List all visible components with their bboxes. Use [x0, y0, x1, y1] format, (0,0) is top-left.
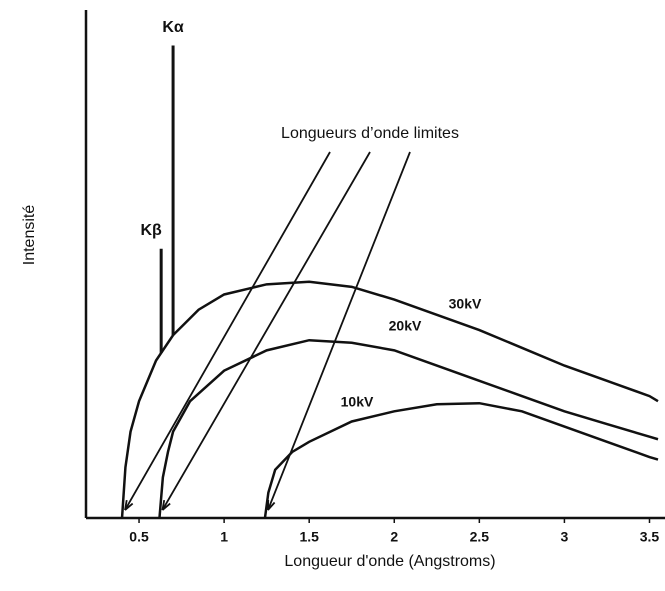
arrow-head: [161, 499, 171, 511]
arrow: [124, 151, 331, 511]
line-series: [263, 401, 659, 519]
series-label: 20kV: [389, 318, 422, 334]
annotation: Longueurs d’onde limites: [281, 125, 459, 142]
arrow: [161, 151, 371, 511]
peak-label: Kα: [162, 19, 184, 36]
x-tick-label: 1.5: [299, 529, 319, 545]
series-label: 30kV: [449, 296, 482, 312]
x-tick-label: 0.5: [129, 529, 149, 545]
y-axis-title: Intensité: [21, 205, 38, 266]
arrow-head: [267, 499, 276, 511]
arrow: [267, 151, 411, 511]
x-axis-title: Longueur d'onde (Angstroms): [284, 553, 495, 570]
series-label: 10kV: [341, 394, 374, 410]
x-tick-label: 2.5: [470, 529, 490, 545]
x-tick-label: 3: [561, 529, 569, 545]
x-tick-label: 3.5: [640, 529, 660, 545]
x-tick-label: 1: [220, 529, 228, 545]
arrow-head: [124, 499, 134, 511]
line-series: [120, 280, 659, 519]
x-tick-label: 2: [390, 529, 398, 545]
peak-label: Kβ: [141, 222, 163, 239]
line-series: [158, 338, 659, 519]
